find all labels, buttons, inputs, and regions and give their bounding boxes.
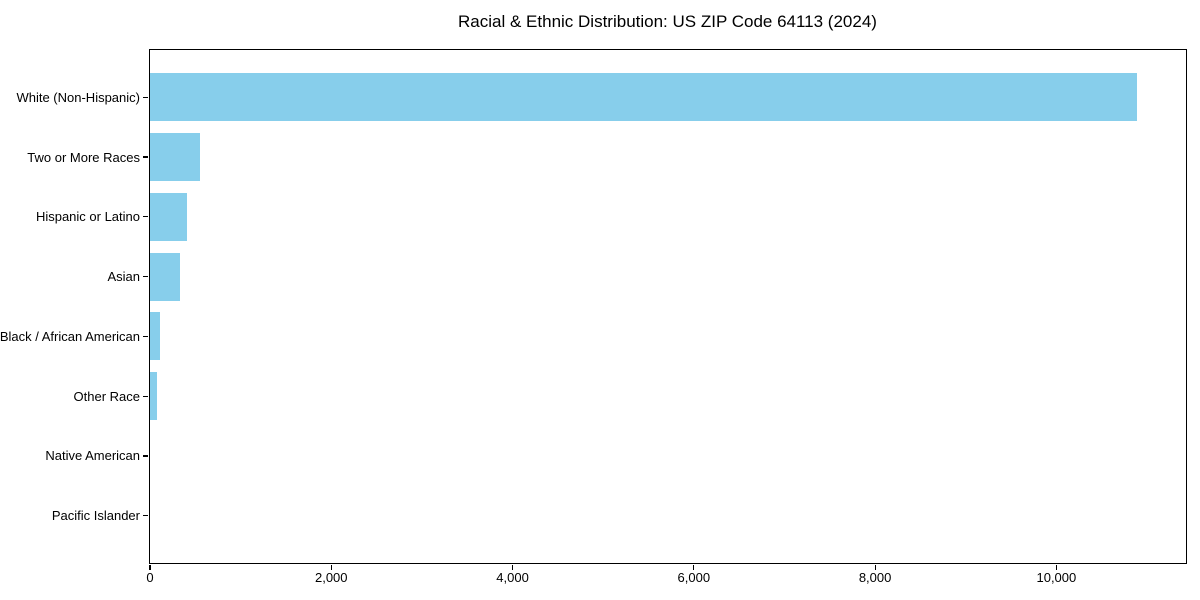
y-axis-label-native-american: Native American <box>45 448 140 464</box>
bar-black-african-american <box>150 312 160 361</box>
bar-white-non-hispanic <box>150 73 1137 122</box>
x-tick-mark <box>149 564 151 570</box>
x-tick-mark <box>1055 564 1057 570</box>
y-axis-label-two-or-more-races: Two or More Races <box>27 149 140 165</box>
y-axis-label-asian: Asian <box>107 269 140 285</box>
x-tick-mark <box>330 564 332 570</box>
y-tick-mark <box>143 216 148 218</box>
x-axis-tick-label: 6,000 <box>677 570 711 585</box>
x-axis-tick-label: 2,000 <box>314 570 348 585</box>
y-axis-label-hispanic-or-latino: Hispanic or Latino <box>35 209 140 225</box>
y-axis-label-other-race: Other Race <box>73 388 140 404</box>
plot-area: White (Non-Hispanic) Two or More Races His… <box>0 49 1187 584</box>
y-axis-label-white-non-hispanic: White (Non-Hispanic) <box>16 89 140 105</box>
bar-other-race <box>150 372 157 421</box>
y-axis-label-black-african-american: Black / African American <box>0 328 140 344</box>
y-tick-mark <box>143 335 148 337</box>
x-tick-mark <box>874 564 876 570</box>
y-tick-mark <box>143 515 148 517</box>
y-tick-mark <box>143 156 148 158</box>
x-axis-tick-label: 0 <box>146 570 154 585</box>
y-tick-mark <box>143 96 148 98</box>
x-axis-tick-label: 8,000 <box>858 570 892 585</box>
y-tick-mark <box>143 455 148 457</box>
bar-hispanic-or-latino <box>150 192 187 241</box>
y-tick-mark <box>143 395 148 397</box>
chart-title: Racial & Ethnic Distribution: US ZIP Cod… <box>458 12 877 31</box>
x-axis-tick-label: 10,000 <box>1036 570 1077 585</box>
bar-asian <box>150 252 180 301</box>
x-tick-mark <box>693 564 695 570</box>
y-axis-label-pacific-islander: Pacific Islander <box>51 508 140 524</box>
bar-two-or-more-races <box>150 133 200 181</box>
x-axis-tick-label: 4,000 <box>496 570 529 585</box>
x-tick-mark <box>511 564 514 570</box>
y-tick-mark <box>143 276 148 278</box>
